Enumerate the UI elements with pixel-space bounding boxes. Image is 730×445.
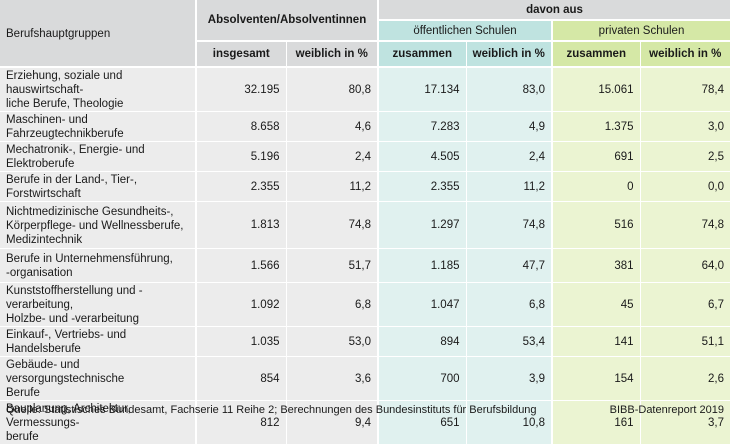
- report-label: BIBB-Datenreport 2019: [609, 404, 724, 416]
- table-row: Erziehung, soziale und hauswirtschaft- l…: [0, 67, 730, 112]
- cell-oeff-zusammen: 17.134: [378, 67, 467, 112]
- source-note: Quelle: Statistisches Bundesamt, Fachser…: [6, 404, 537, 416]
- header-weiblich: weiblich in %: [286, 41, 379, 68]
- cell-oeff-zusammen: 2.355: [378, 171, 467, 202]
- row-label: Einkauf-, Vertriebs- und Handelsberufe: [0, 326, 197, 357]
- cell-oeff-zusammen: 7.283: [378, 111, 467, 142]
- cell-priv-zusammen: 381: [552, 248, 641, 283]
- cell-priv-zusammen: 516: [552, 201, 641, 249]
- cell-oeff-zusammen: 4.505: [378, 141, 467, 172]
- table-row: Kunststoffherstellung und -verarbeitung,…: [0, 282, 730, 327]
- cell-insgesamt: 1.813: [196, 201, 287, 249]
- cell-oeff-weiblich: 74,8: [466, 201, 553, 249]
- cell-weiblich: 80,8: [286, 67, 379, 112]
- cell-weiblich: 51,7: [286, 248, 379, 283]
- cell-priv-zusammen: 1.375: [552, 111, 641, 142]
- cell-oeff-weiblich: 3,9: [466, 356, 553, 401]
- cell-weiblich: 53,0: [286, 326, 379, 357]
- table-row: Maschinen- und Fahrzeugtechnikberufe 8.65…: [0, 111, 730, 142]
- cell-priv-weiblich: 3,0: [640, 111, 730, 142]
- header-private-schulen: privaten Schulen: [552, 20, 730, 42]
- row-label: Berufe in Unternehmensführung, -organisa…: [0, 248, 197, 283]
- cell-weiblich: 4,6: [286, 111, 379, 142]
- row-label: Gebäude- und versorgungstechnische Beruf…: [0, 356, 197, 401]
- table-row: Berufe in der Land-, Tier-, Forstwirtsch…: [0, 171, 730, 202]
- row-label: Mechatronik-, Energie- und Elektroberufe: [0, 141, 197, 172]
- cell-priv-weiblich: 74,8: [640, 201, 730, 249]
- cell-priv-zusammen: 0: [552, 171, 641, 202]
- table-row: Mechatronik-, Energie- und Elektroberufe…: [0, 141, 730, 172]
- cell-weiblich: 2,4: [286, 141, 379, 172]
- footer: Quelle: Statistisches Bundesamt, Fachser…: [0, 400, 730, 421]
- cell-insgesamt: 1.092: [196, 282, 287, 327]
- cell-insgesamt: 8.658: [196, 111, 287, 142]
- header-oeffentliche-schulen: öffentlichen Schulen: [378, 20, 553, 42]
- header-oeff-weiblich: weiblich in %: [466, 41, 553, 68]
- cell-oeff-zusammen: 1.047: [378, 282, 467, 327]
- row-label: Nichtmedizinische Gesundheits-, Körperpf…: [0, 201, 197, 249]
- cell-oeff-weiblich: 83,0: [466, 67, 553, 112]
- row-label: Berufe in der Land-, Tier-, Forstwirtsch…: [0, 171, 197, 202]
- cell-insgesamt: 1.566: [196, 248, 287, 283]
- header-insgesamt: insgesamt: [196, 41, 287, 68]
- cell-priv-zusammen: 154: [552, 356, 641, 401]
- cell-priv-weiblich: 0,0: [640, 171, 730, 202]
- cell-oeff-zusammen: 700: [378, 356, 467, 401]
- cell-oeff-weiblich: 53,4: [466, 326, 553, 357]
- cell-priv-weiblich: 51,1: [640, 326, 730, 357]
- header-priv-zusammen: zusammen: [552, 41, 641, 68]
- cell-priv-zusammen: 15.061: [552, 67, 641, 112]
- header-oeff-zusammen: zusammen: [378, 41, 467, 68]
- cell-weiblich: 3,6: [286, 356, 379, 401]
- table-row: Nichtmedizinische Gesundheits-, Körperpf…: [0, 201, 730, 249]
- cell-oeff-weiblich: 47,7: [466, 248, 553, 283]
- cell-priv-weiblich: 64,0: [640, 248, 730, 283]
- cell-oeff-weiblich: 2,4: [466, 141, 553, 172]
- header-absolventen: Absolventen/Absolventinnen: [196, 0, 379, 42]
- table-row: Berufe in Unternehmensführung, -organisa…: [0, 248, 730, 283]
- cell-priv-weiblich: 6,7: [640, 282, 730, 327]
- cell-oeff-weiblich: 4,9: [466, 111, 553, 142]
- cell-priv-weiblich: 2,5: [640, 141, 730, 172]
- cell-oeff-zusammen: 1.297: [378, 201, 467, 249]
- cell-weiblich: 11,2: [286, 171, 379, 202]
- row-label: Maschinen- und Fahrzeugtechnikberufe: [0, 111, 197, 142]
- cell-priv-weiblich: 78,4: [640, 67, 730, 112]
- cell-priv-weiblich: 2,6: [640, 356, 730, 401]
- header-priv-weiblich: weiblich in %: [640, 41, 730, 68]
- row-label: Kunststoffherstellung und -verarbeitung,…: [0, 282, 197, 327]
- cell-insgesamt: 854: [196, 356, 287, 401]
- row-label: Erziehung, soziale und hauswirtschaft- l…: [0, 67, 197, 112]
- cell-insgesamt: 2.355: [196, 171, 287, 202]
- cell-oeff-zusammen: 1.185: [378, 248, 467, 283]
- cell-insgesamt: 32.195: [196, 67, 287, 112]
- header-berufshauptgruppen: Berufshauptgruppen: [0, 0, 197, 68]
- cell-oeff-zusammen: 894: [378, 326, 467, 357]
- cell-insgesamt: 5.196: [196, 141, 287, 172]
- header-davon-aus: davon aus: [378, 0, 730, 21]
- table-row: Gebäude- und versorgungstechnische Beruf…: [0, 356, 730, 401]
- cell-weiblich: 74,8: [286, 201, 379, 249]
- cell-priv-zusammen: 691: [552, 141, 641, 172]
- cell-priv-zusammen: 45: [552, 282, 641, 327]
- cell-priv-zusammen: 141: [552, 326, 641, 357]
- cell-oeff-weiblich: 6,8: [466, 282, 553, 327]
- cell-insgesamt: 1.035: [196, 326, 287, 357]
- table-row: Einkauf-, Vertriebs- und Handelsberufe 1.…: [0, 326, 730, 357]
- cell-oeff-weiblich: 11,2: [466, 171, 553, 202]
- cell-weiblich: 6,8: [286, 282, 379, 327]
